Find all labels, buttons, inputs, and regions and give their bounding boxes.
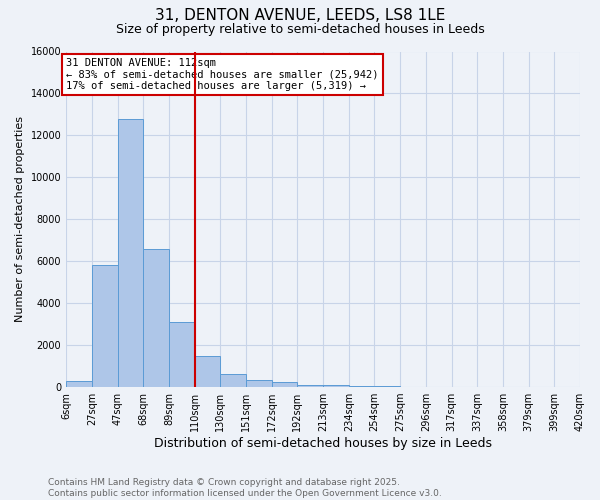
Bar bbox=[169, 322, 194, 387]
Bar bbox=[298, 384, 323, 387]
Text: Size of property relative to semi-detached houses in Leeds: Size of property relative to semi-detach… bbox=[116, 22, 484, 36]
Bar bbox=[220, 374, 246, 387]
Bar bbox=[118, 118, 143, 387]
Bar bbox=[194, 356, 220, 387]
Bar bbox=[246, 380, 272, 387]
Y-axis label: Number of semi-detached properties: Number of semi-detached properties bbox=[15, 116, 25, 322]
Text: 31, DENTON AVENUE, LEEDS, LS8 1LE: 31, DENTON AVENUE, LEEDS, LS8 1LE bbox=[155, 8, 445, 22]
Bar bbox=[143, 248, 169, 387]
Bar bbox=[374, 386, 400, 387]
Bar bbox=[349, 386, 374, 387]
Bar bbox=[66, 381, 92, 387]
Bar bbox=[92, 266, 118, 387]
X-axis label: Distribution of semi-detached houses by size in Leeds: Distribution of semi-detached houses by … bbox=[154, 437, 492, 450]
Bar bbox=[323, 385, 349, 387]
Text: Contains HM Land Registry data © Crown copyright and database right 2025.
Contai: Contains HM Land Registry data © Crown c… bbox=[48, 478, 442, 498]
Bar bbox=[272, 382, 298, 387]
Text: 31 DENTON AVENUE: 112sqm
← 83% of semi-detached houses are smaller (25,942)
17% : 31 DENTON AVENUE: 112sqm ← 83% of semi-d… bbox=[67, 58, 379, 91]
